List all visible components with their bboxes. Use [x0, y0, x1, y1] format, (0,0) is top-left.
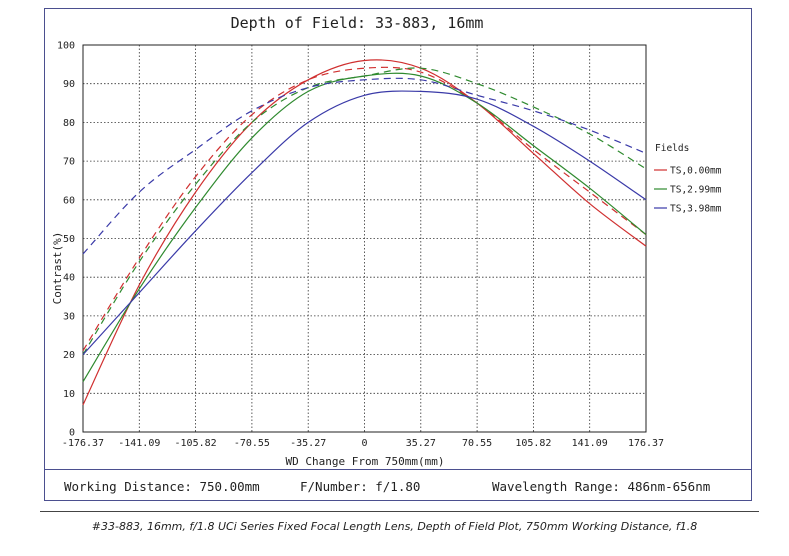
- chart-frame: [44, 8, 752, 501]
- x-tick-label: -70.55: [234, 438, 270, 449]
- y-tick-label: 40: [63, 273, 75, 284]
- x-tick-label: 141.09: [572, 438, 608, 449]
- x-tick-label: 35.27: [406, 438, 436, 449]
- y-axis-label: Contrast(%): [51, 232, 64, 305]
- legend: TS,0.00mm TS,2.99mm TS,3.98mm: [654, 166, 722, 215]
- tick-labels: -176.37 -141.09 -105.82 -70.55 -35.27 0 35.27 7…: [57, 41, 664, 450]
- grid: [83, 45, 646, 432]
- x-tick-label: 70.55: [462, 438, 492, 449]
- x-tick-label: 176.37: [628, 438, 664, 449]
- wavelength-range-text: Wavelength Range: 486nm-656nm: [492, 479, 711, 494]
- series-lines: [82, 59, 647, 406]
- x-tick-label: 0: [361, 438, 367, 449]
- figure-caption: #33-883, 16mm, f/1.8 UCi Series Fixed Fo…: [91, 520, 698, 533]
- y-tick-label: 100: [57, 41, 75, 52]
- y-tick-label: 60: [63, 195, 75, 206]
- y-tick-label: 20: [63, 350, 75, 361]
- y-tick-label: 30: [63, 311, 75, 322]
- x-axis-label: WD Change From 750mm(mm): [286, 455, 445, 468]
- y-tick-label: 0: [69, 428, 75, 439]
- f-number-text: F/Number: f/1.80: [300, 479, 421, 494]
- plot-area: [82, 44, 647, 433]
- series-line-ts-0-00mm-solid: [82, 59, 647, 406]
- x-tick-label: -105.82: [175, 438, 217, 449]
- legend-title: Fields: [655, 143, 689, 154]
- y-tick-label: 50: [63, 234, 75, 245]
- legend-label: TS,2.99mm: [670, 185, 722, 196]
- depth-of-field-chart: Depth of Field: 33-883, 16mm -176.37 -141…: [51, 14, 722, 468]
- series-line-ts-3-98mm-solid: [82, 90, 647, 356]
- y-tick-label: 90: [63, 79, 75, 90]
- x-tick-label: -176.37: [62, 438, 104, 449]
- series-line-ts-2-99mm-dashed: [82, 67, 647, 355]
- working-distance-text: Working Distance: 750.00mm: [64, 479, 260, 494]
- y-tick-label: 80: [63, 118, 75, 129]
- x-tick-label: -35.27: [290, 438, 326, 449]
- info-bar: Working Distance: 750.00mm F/Number: f/1…: [44, 469, 752, 501]
- x-tick-label: -141.09: [118, 438, 160, 449]
- series-line-ts-0-00mm-dashed: [82, 66, 647, 352]
- x-tick-label: 105.82: [515, 438, 551, 449]
- legend-label: TS,3.98mm: [670, 204, 722, 215]
- legend-label: TS,0.00mm: [670, 166, 722, 177]
- y-tick-label: 70: [63, 157, 75, 168]
- chart-title: Depth of Field: 33-883, 16mm: [231, 14, 484, 32]
- y-tick-label: 10: [63, 389, 75, 400]
- caption-divider: [40, 511, 759, 512]
